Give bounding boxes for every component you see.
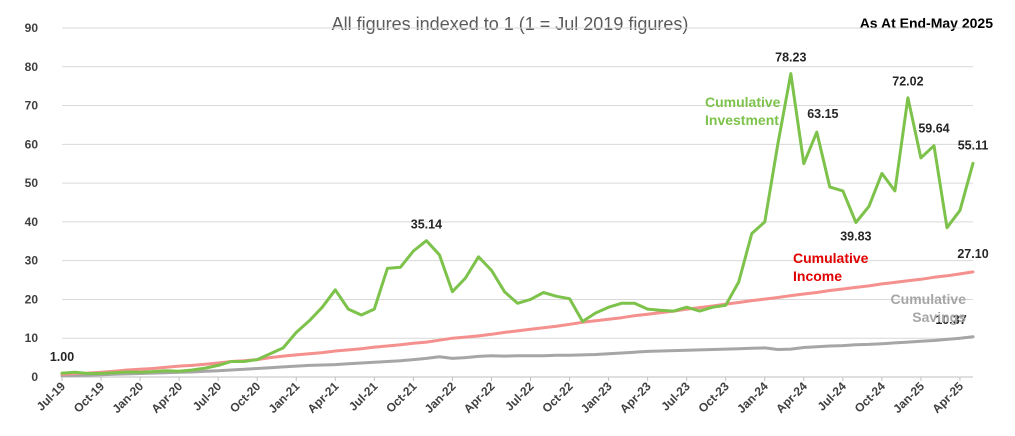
x-tick-label: Jul-20 bbox=[190, 379, 225, 414]
y-tick-label: 90 bbox=[25, 21, 39, 35]
x-tick-label: Apr-22 bbox=[461, 379, 498, 416]
y-tick-label: 40 bbox=[25, 215, 39, 229]
y-tick-label: 30 bbox=[25, 254, 39, 268]
x-tick-label: Oct-23 bbox=[696, 379, 733, 416]
series-lines bbox=[60, 72, 975, 378]
x-tick-label: Jan-25 bbox=[890, 379, 927, 416]
data-labels: 1.00 35.14 78.23 63.15 39.83 72.02 59.64 55.11 2… bbox=[50, 51, 989, 364]
series-line-cumulative-income bbox=[60, 270, 975, 376]
x-tick-label: Oct-24 bbox=[852, 379, 889, 416]
x-tick-label: Apr-23 bbox=[617, 379, 654, 416]
data-label: 63.15 bbox=[807, 107, 838, 121]
chart-subtitle: As At End-May 2025 bbox=[860, 15, 994, 31]
series-line-cumulative-investment bbox=[60, 72, 975, 375]
x-tick-label: Jan-22 bbox=[422, 379, 459, 416]
x-tick-label: Jan-20 bbox=[109, 379, 146, 416]
y-tick-label: 10 bbox=[25, 331, 39, 345]
data-label: 55.11 bbox=[958, 138, 989, 152]
data-label: 27.10 bbox=[957, 247, 988, 261]
x-tick-label: Jul-23 bbox=[658, 379, 693, 414]
series-line-cumulative-savings bbox=[60, 335, 975, 378]
series-label: Cumulative bbox=[705, 94, 781, 110]
y-tick-label: 0 bbox=[31, 370, 38, 384]
data-label: 59.64 bbox=[918, 122, 949, 136]
x-tick-label: Apr-20 bbox=[148, 379, 185, 416]
x-tick-label: Jan-23 bbox=[578, 379, 615, 416]
data-label: 10.37 bbox=[935, 313, 966, 327]
series-label: Investment bbox=[705, 112, 779, 128]
x-tick-label: Oct-19 bbox=[71, 379, 108, 416]
x-tick-label: Oct-21 bbox=[383, 379, 420, 416]
data-label: 39.83 bbox=[840, 230, 871, 244]
x-tick-label: Apr-21 bbox=[305, 379, 342, 416]
y-tick-label: 80 bbox=[25, 60, 39, 74]
gridlines bbox=[62, 27, 973, 339]
series-label: Savings bbox=[912, 309, 966, 325]
series-labels: Cumulative Investment Cumulative Income Cumu… bbox=[705, 94, 966, 325]
x-axis: Jul-19 Oct-19 Jan-20 Apr-20 Jul-20 Oct-20 Jan-… bbox=[34, 376, 973, 416]
x-tick-label: Jul-24 bbox=[815, 379, 850, 414]
x-tick-label: Jul-21 bbox=[346, 379, 381, 414]
y-tick-label: 50 bbox=[25, 176, 39, 190]
x-tick-label: Oct-22 bbox=[539, 379, 576, 416]
data-label: 1.00 bbox=[50, 350, 74, 364]
series-label: Cumulative bbox=[891, 291, 967, 307]
y-tick-label: 20 bbox=[25, 292, 39, 306]
y-tick-label: 70 bbox=[25, 99, 39, 113]
x-tick-label: Oct-20 bbox=[227, 379, 264, 416]
x-tick-label: Apr-24 bbox=[773, 379, 810, 416]
series-label: Income bbox=[793, 268, 842, 284]
chart-title: All figures indexed to 1 (1 = Jul 2019 f… bbox=[332, 14, 689, 34]
x-tick-label: Jan-24 bbox=[734, 379, 771, 416]
data-label: 72.02 bbox=[892, 75, 923, 89]
series-label: Cumulative bbox=[793, 250, 869, 266]
y-axis-ticks: 0 10 20 30 40 50 60 70 80 90 bbox=[25, 21, 39, 384]
x-tick-label: Jan-21 bbox=[266, 379, 303, 416]
x-tick-label: Apr-25 bbox=[929, 379, 966, 416]
x-tick-label: Jul-19 bbox=[34, 379, 69, 414]
y-tick-label: 60 bbox=[25, 137, 39, 151]
x-tick-label: Jul-22 bbox=[502, 379, 537, 414]
data-label: 35.14 bbox=[411, 218, 442, 232]
data-label: 78.23 bbox=[775, 51, 806, 65]
